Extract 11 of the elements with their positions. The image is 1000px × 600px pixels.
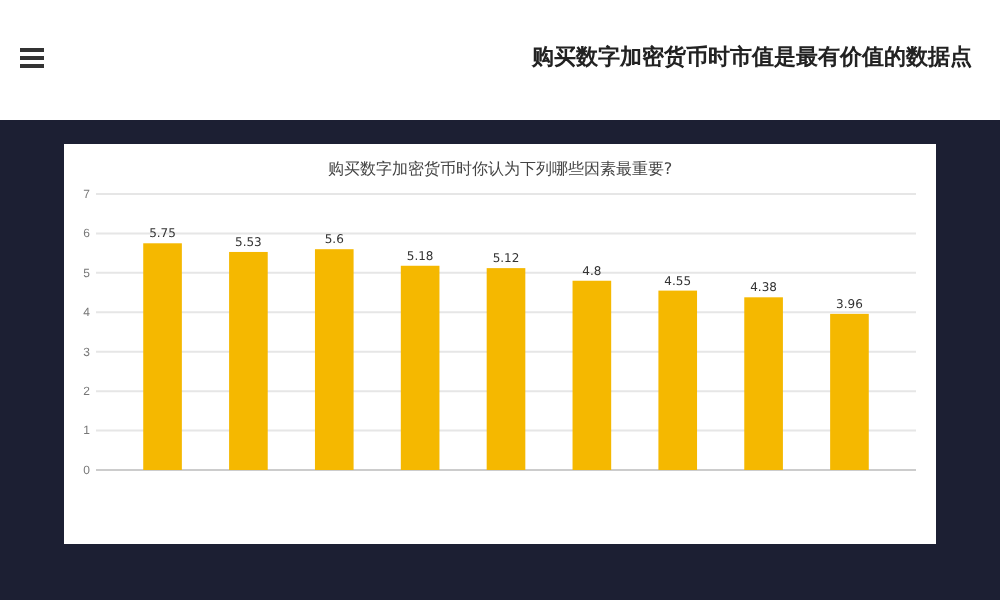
bar: [400, 265, 440, 470]
bar: [486, 268, 526, 470]
bar: [143, 243, 182, 470]
bar: [830, 313, 869, 470]
chart-title: 购买数字加密货币时你认为下列哪些因素最重要?: [327, 160, 673, 178]
bar: [744, 297, 783, 470]
text: 购买数字加密货币时市值是最有价值的数据点: [530, 44, 972, 70]
bar: [658, 290, 698, 470]
bar: [229, 251, 268, 470]
bar: [314, 249, 354, 470]
bar: [572, 280, 612, 470]
